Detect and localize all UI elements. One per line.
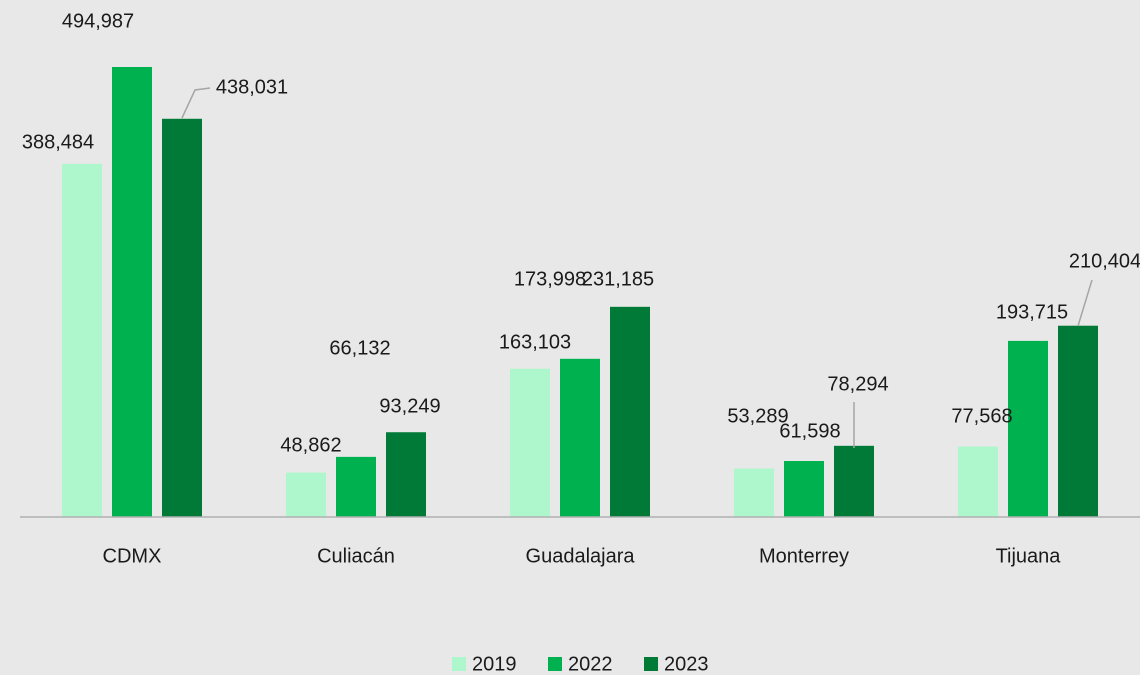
x-tick-label: Culiacán xyxy=(317,545,395,567)
data-label: 93,249 xyxy=(379,395,440,417)
x-tick-label: Tijuana xyxy=(996,545,1062,567)
bar xyxy=(62,163,102,517)
bar xyxy=(162,118,202,517)
data-label: 163,103 xyxy=(499,331,571,353)
data-label: 173,998 xyxy=(514,268,586,290)
data-label: 438,031 xyxy=(216,76,288,98)
legend-label: 2019 xyxy=(472,653,517,675)
bar xyxy=(834,445,874,517)
bar xyxy=(286,472,326,517)
data-label: 231,185 xyxy=(582,268,654,290)
leader-line xyxy=(1077,279,1093,327)
data-label: 78,294 xyxy=(827,373,888,395)
data-label: 494,987 xyxy=(62,10,134,32)
x-tick-label: Monterrey xyxy=(759,545,849,567)
leader-line xyxy=(181,87,211,119)
bar xyxy=(958,446,998,517)
legend-swatch xyxy=(452,657,466,671)
bar xyxy=(336,456,376,517)
bar xyxy=(1058,325,1098,517)
data-label: 77,568 xyxy=(951,405,1012,427)
data-label: 388,484 xyxy=(22,131,94,153)
bar xyxy=(560,358,600,517)
data-label: 61,598 xyxy=(779,420,840,442)
bar xyxy=(112,67,152,517)
data-label: 48,862 xyxy=(280,434,341,456)
x-tick-label: CDMX xyxy=(103,545,162,567)
bar xyxy=(734,468,774,517)
bar xyxy=(610,306,650,517)
data-label: 210,404 xyxy=(1069,250,1140,272)
data-label: 66,132 xyxy=(329,337,390,359)
data-label: 53,289 xyxy=(727,405,788,427)
legend-swatch xyxy=(644,657,658,671)
bar xyxy=(510,368,550,517)
data-label: 193,715 xyxy=(996,301,1068,323)
legend-swatch xyxy=(548,657,562,671)
x-tick-label: Guadalajara xyxy=(526,545,636,567)
bar xyxy=(784,461,824,517)
bar xyxy=(386,432,426,517)
legend-label: 2023 xyxy=(664,653,709,675)
legend-label: 2022 xyxy=(568,653,613,675)
bar xyxy=(1008,340,1048,517)
